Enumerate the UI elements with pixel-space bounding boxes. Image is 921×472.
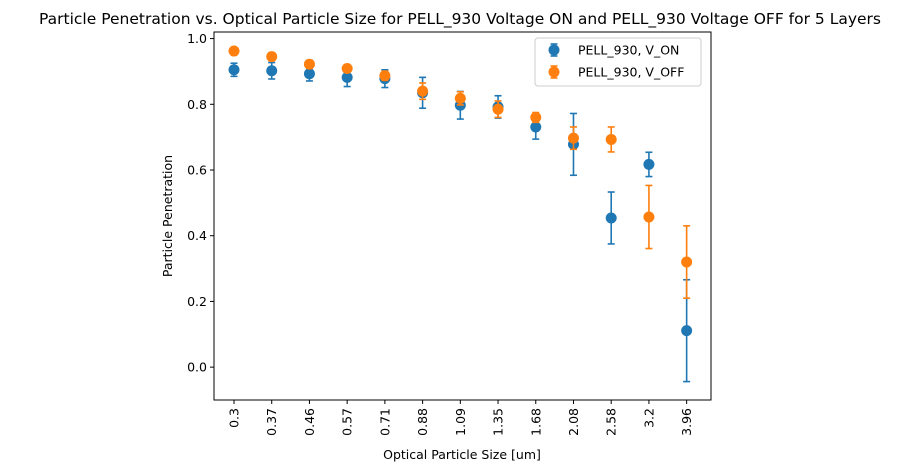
data-point (492, 103, 504, 115)
y-tick-label: 0.0 (187, 360, 207, 375)
data-point (530, 121, 542, 133)
series-1 (228, 61, 693, 383)
legend-marker (548, 44, 560, 56)
y-axis-label: Particle Penetration (160, 155, 175, 277)
x-tick-label: 0.71 (377, 408, 392, 436)
data-point (341, 62, 353, 74)
plot-marks (228, 45, 693, 383)
data-point (341, 71, 353, 83)
data-point (530, 111, 542, 123)
y-axis: 0.0 0.2 0.4 0.6 0.8 1.0 (187, 31, 214, 375)
chart-title: Particle Penetration vs. Optical Particl… (39, 10, 881, 29)
data-point (605, 133, 617, 145)
data-point (454, 92, 466, 104)
data-point (266, 65, 278, 77)
x-tick-label: 0.3 (227, 408, 242, 428)
x-tick-label: 2.58 (604, 408, 619, 436)
x-tick-label: 0.57 (340, 408, 355, 436)
legend-label: PELL_930, V_ON (578, 43, 679, 58)
y-tick-label: 0.6 (187, 163, 207, 178)
data-point (303, 68, 315, 80)
x-tick-label: 0.88 (415, 408, 430, 436)
data-point (681, 325, 693, 337)
legend-marker (548, 66, 560, 78)
data-point (303, 58, 315, 70)
data-point (228, 64, 240, 76)
legend-label: PELL_930, V_OFF (578, 65, 684, 80)
legend: PELL_930, V_ON PELL_930, V_OFF (534, 37, 702, 87)
data-point (605, 212, 617, 224)
x-tick-label: 3.2 (641, 408, 656, 428)
x-tick-label: 1.09 (453, 408, 468, 436)
x-axis: 0.3 0.37 0.46 0.57 0.71 0.88 1.09 1.35 1.68 2.08 2… (227, 400, 694, 436)
data-point (643, 158, 655, 170)
y-tick-label: 0.8 (187, 97, 207, 112)
x-tick-label: 3.96 (679, 408, 694, 436)
x-tick-label: 2.08 (566, 408, 581, 436)
data-point (228, 45, 240, 57)
legend-frame (534, 37, 702, 87)
data-point (567, 132, 579, 144)
y-tick-label: 0.4 (187, 228, 207, 243)
y-tick-label: 0.2 (187, 294, 207, 309)
y-tick-label: 1.0 (187, 31, 207, 46)
data-point (417, 85, 429, 97)
plot-frame (213, 31, 712, 401)
data-point (643, 211, 655, 223)
x-tick-label: 0.37 (264, 408, 279, 436)
data-point (681, 256, 693, 268)
x-tick-label: 0.46 (302, 408, 317, 436)
data-point (266, 51, 278, 63)
series-2 (228, 45, 693, 299)
x-tick-label: 1.35 (491, 408, 506, 436)
x-tick-label: 1.68 (528, 408, 543, 436)
data-point (379, 70, 391, 82)
x-axis-label: Optical Particle Size [um] (383, 447, 541, 462)
